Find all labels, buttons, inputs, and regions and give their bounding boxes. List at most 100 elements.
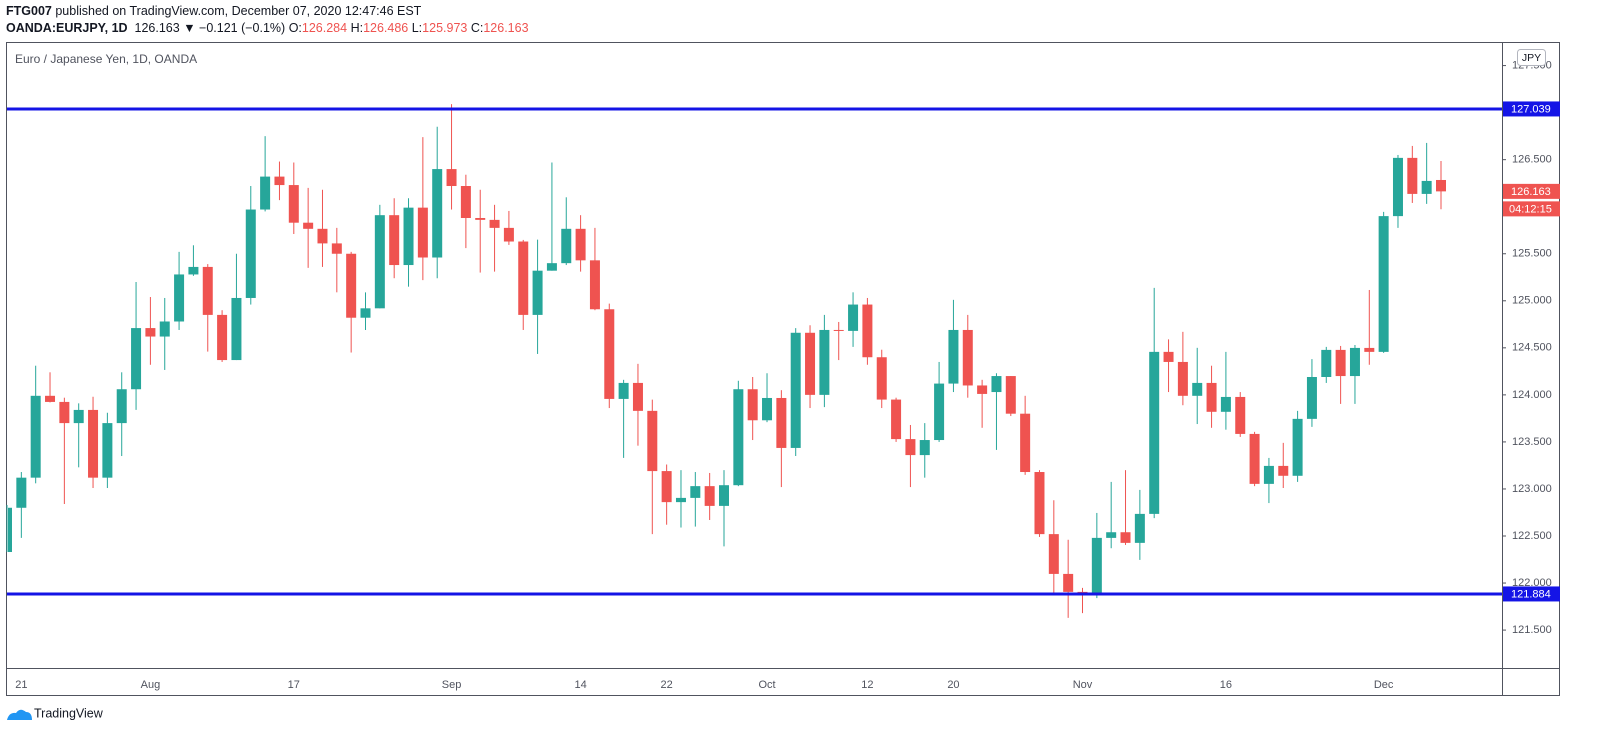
candle-body — [159, 321, 170, 337]
last-price-box — [1503, 183, 1560, 199]
author: FTG007 — [6, 4, 52, 18]
x-tick-label: Sep — [442, 679, 462, 691]
x-tick-label: 14 — [574, 679, 586, 691]
candle-body — [231, 297, 242, 361]
candle-body — [1192, 382, 1203, 396]
candle-body — [202, 266, 213, 315]
candle-body — [403, 207, 414, 266]
candle-body — [274, 176, 285, 186]
candle-body — [891, 399, 902, 440]
candle-body — [675, 497, 686, 503]
published: published on TradingView.com, December 0… — [55, 4, 422, 18]
candle-body — [346, 253, 357, 318]
x-tick-label: 12 — [861, 679, 873, 691]
candle-body — [862, 304, 873, 358]
countdown-label: 04:12:15 — [1509, 203, 1552, 215]
publish-line: FTG007 published on TradingView.com, Dec… — [6, 4, 421, 18]
candle-body — [1306, 376, 1317, 419]
ohlc-h-label: H: — [350, 21, 364, 35]
candle-body — [88, 409, 99, 478]
candle-body — [288, 185, 299, 223]
symbol: OANDA:EURJPY, 1D — [6, 21, 128, 35]
candle-body — [1349, 347, 1360, 377]
change: ▼ −0.121 (−0.1%) — [183, 21, 286, 35]
x-tick-label: Nov — [1073, 679, 1093, 691]
candle-body — [962, 329, 973, 386]
candle-body — [59, 401, 70, 424]
x-tick-label: Aug — [141, 679, 161, 691]
candle-body — [905, 439, 916, 456]
candle-body — [1249, 433, 1260, 484]
last: 126.163 — [134, 21, 180, 35]
candle-body — [331, 243, 342, 254]
candle-body — [632, 382, 643, 411]
candle-body — [1392, 157, 1403, 217]
y-tick-label: 124.000 — [1512, 389, 1552, 401]
candle-body — [360, 308, 371, 318]
candle-body — [848, 304, 859, 331]
candle-body — [8, 507, 12, 552]
x-tick-label: 17 — [288, 679, 300, 691]
candle-body — [991, 376, 1002, 393]
candle-body — [30, 395, 41, 478]
candle-body — [618, 382, 629, 399]
candle-body — [690, 486, 701, 498]
y-tick-label: 125.000 — [1512, 295, 1552, 307]
candle-body — [73, 409, 84, 424]
candle-body — [446, 169, 457, 187]
candle-body — [475, 217, 486, 220]
candle-body — [374, 215, 385, 309]
candle-body — [546, 263, 557, 271]
candle-body — [1149, 351, 1160, 514]
ohlc-h: 126.486 — [363, 21, 409, 35]
candle-body — [1378, 216, 1389, 352]
candle-body — [518, 241, 529, 315]
candle-body — [432, 169, 443, 258]
candle-body — [503, 227, 514, 242]
ohlc-l-label: L: — [411, 21, 423, 35]
candle-body — [1235, 396, 1246, 434]
candle-body — [948, 329, 959, 384]
x-tick-label: Oct — [758, 679, 775, 691]
candle-body — [1364, 347, 1375, 352]
candle-body — [1421, 180, 1432, 194]
countdown-box — [1503, 201, 1560, 217]
candle-body — [805, 332, 816, 395]
y-tick-label: 126.500 — [1512, 154, 1552, 166]
y-tick-label: 124.500 — [1512, 342, 1552, 354]
candle-body — [733, 389, 744, 486]
candle-body — [389, 215, 400, 266]
candle-body — [876, 357, 887, 400]
candle-body — [1206, 382, 1217, 412]
candle-body — [1034, 472, 1045, 535]
y-tick-label: 123.000 — [1512, 483, 1552, 495]
y-tick-label: 122.500 — [1512, 530, 1552, 542]
brand-logo — [7, 709, 32, 720]
legend: Euro / Japanese Yen, 1D, OANDA — [15, 52, 197, 66]
ohlc-c: 126.163 — [483, 21, 529, 35]
x-tick-label: 20 — [947, 679, 959, 691]
candle-body — [977, 385, 988, 394]
candle-body — [1134, 513, 1145, 543]
candle-body — [1436, 179, 1446, 192]
y-tick-label: 121.500 — [1512, 624, 1552, 636]
candle-body — [260, 176, 271, 210]
candle-body — [460, 186, 471, 218]
candle-body — [704, 486, 715, 506]
ohlc-c-label: C: — [470, 21, 484, 35]
candle-body — [1220, 396, 1231, 412]
candle-body — [1278, 465, 1289, 476]
candle-body — [102, 423, 113, 478]
candle-body — [661, 471, 672, 503]
candle-body — [833, 329, 844, 331]
currency-label: JPY — [1522, 52, 1541, 64]
candle-body — [1321, 349, 1332, 377]
x-tick-label: 21 — [15, 679, 27, 691]
candle-body — [589, 260, 600, 310]
frame — [6, 42, 1560, 696]
y-tick-label: 125.500 — [1512, 248, 1552, 260]
candle-body — [934, 383, 945, 441]
candle-body — [819, 329, 830, 395]
candle-body — [762, 397, 773, 421]
